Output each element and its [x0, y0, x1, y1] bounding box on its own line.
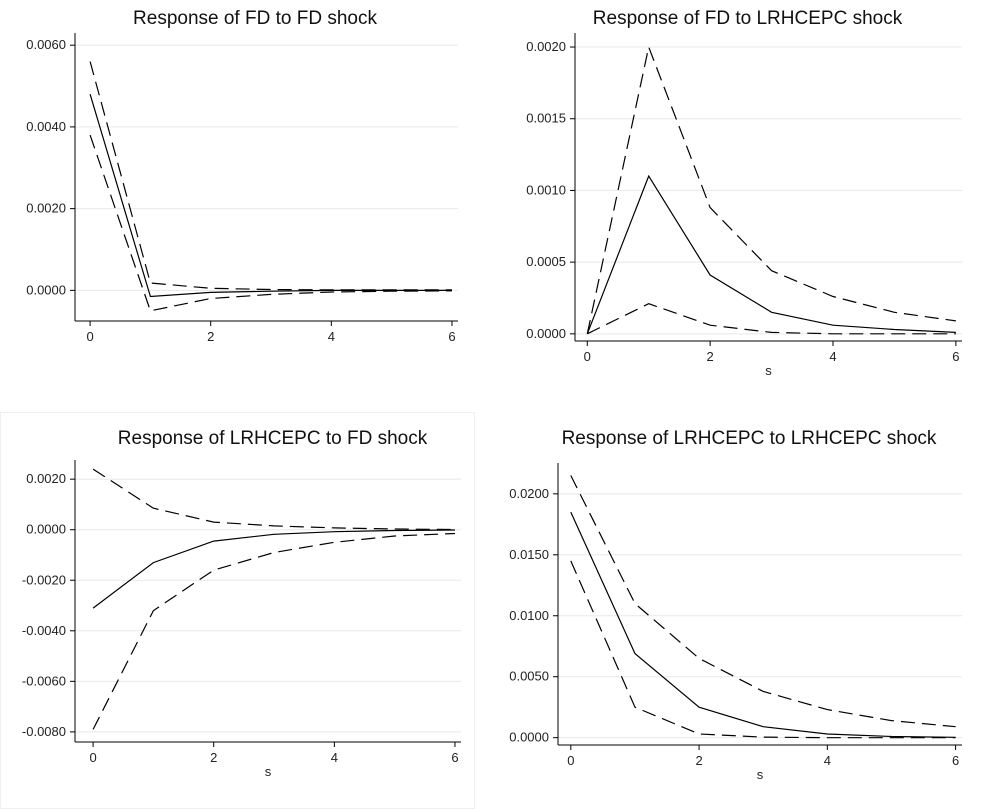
y-tick-label: 0.0020 — [26, 471, 66, 486]
y-tick-label: 0.0040 — [26, 119, 66, 134]
y-tick-label: 0.0005 — [526, 254, 566, 269]
x-axis-label: s — [765, 363, 772, 378]
line-chart: 0.0000 0.0005 0.0010 0.0015 0.0020 0 2 4 6 s — [526, 33, 962, 378]
y-tick-label: 0.0150 — [509, 547, 549, 562]
x-tick-label: 6 — [952, 349, 959, 364]
series-line-ci-bound — [89, 61, 452, 291]
y-tick-label: 0.0050 — [509, 669, 549, 684]
y-tick-label: 0.0060 — [26, 37, 66, 52]
x-tick-label: 2 — [210, 750, 217, 765]
series-line-response — [92, 529, 456, 609]
x-axis-label: s — [757, 767, 764, 782]
series-line-ci-bound — [570, 475, 956, 728]
y-tick-label: -0.0020 — [22, 572, 66, 587]
y-tick-label: 0.0100 — [509, 608, 549, 623]
x-tick-label: 0 — [567, 753, 574, 768]
x-tick-label: 2 — [695, 753, 702, 768]
y-tick-label: 0.0015 — [526, 111, 566, 126]
chart-panel-fd-fd: Response of FD to FD shock 0.0000 0.0020 0… — [0, 0, 470, 395]
line-chart: -0.0080 -0.0060 -0.0040 -0.0020 0.0000 0.0020… — [22, 460, 461, 779]
chart-panel-lrhcepc-lrhcepc: Response of LRHCEPC to LRHCEPC shock 0.0… — [485, 412, 983, 809]
x-tick-label: 6 — [451, 750, 458, 765]
series-line-ci-bound — [587, 303, 956, 335]
series-line-ci-bound — [92, 532, 456, 730]
series-line-response — [570, 511, 956, 738]
series-line-response — [89, 94, 452, 298]
chart-title: Response of LRHCEPC to LRHCEPC shock — [561, 428, 937, 449]
line-chart: 0.0000 0.0020 0.0040 0.0060 0 2 4 6 — [26, 33, 458, 344]
chart-panel-lrhcepc-fd: Response of LRHCEPC to FD shock -0.0080-… — [0, 412, 475, 809]
y-tick-label: 0.0200 — [509, 486, 549, 501]
x-tick-label: 6 — [448, 329, 455, 344]
y-tick-label: 0.0010 — [526, 182, 566, 197]
x-tick-label: 6 — [952, 753, 959, 768]
y-tick-label: 0.0020 — [26, 201, 66, 216]
y-tick-label: -0.0040 — [22, 623, 66, 638]
y-tick-label: 0.0020 — [526, 39, 566, 54]
x-tick-label: 4 — [328, 329, 335, 344]
x-tick-label: 0 — [86, 329, 93, 344]
x-tick-label: 4 — [331, 750, 338, 765]
x-tick-label: 2 — [707, 349, 714, 364]
y-tick-label: 0.0000 — [26, 522, 66, 537]
chart-title: Response of FD to FD shock — [133, 8, 377, 29]
y-tick-label: 0.0000 — [26, 282, 66, 297]
x-tick-label: 0 — [89, 750, 96, 765]
series-line-ci-bound — [586, 44, 956, 334]
series-line-ci-bound — [570, 560, 956, 739]
y-tick-label: -0.0060 — [22, 673, 66, 688]
x-tick-label: 2 — [207, 329, 214, 344]
chart-title: Response of FD to LRHCEPC shock — [592, 8, 903, 29]
chart-panel-fd-lrhcepc: Response of FD to LRHCEPC shock 0.0000 0.… — [492, 0, 983, 395]
series-line-ci-bound — [92, 468, 456, 531]
x-tick-label: 0 — [584, 349, 591, 364]
y-tick-label: 0.0000 — [526, 326, 566, 341]
y-tick-label: 0.0000 — [509, 730, 549, 745]
x-axis-label: s — [265, 764, 272, 779]
series-line-ci-bound — [89, 134, 453, 312]
line-chart: 0.0000 0.0050 0.0100 0.0150 0.0200 0 2 4 6 s — [509, 463, 962, 782]
x-tick-label: 4 — [829, 349, 836, 364]
y-tick-label: -0.0080 — [22, 724, 66, 739]
chart-title: Response of LRHCEPC to FD shock — [117, 428, 428, 449]
x-tick-label: 4 — [824, 753, 831, 768]
series-line-response — [586, 174, 956, 335]
